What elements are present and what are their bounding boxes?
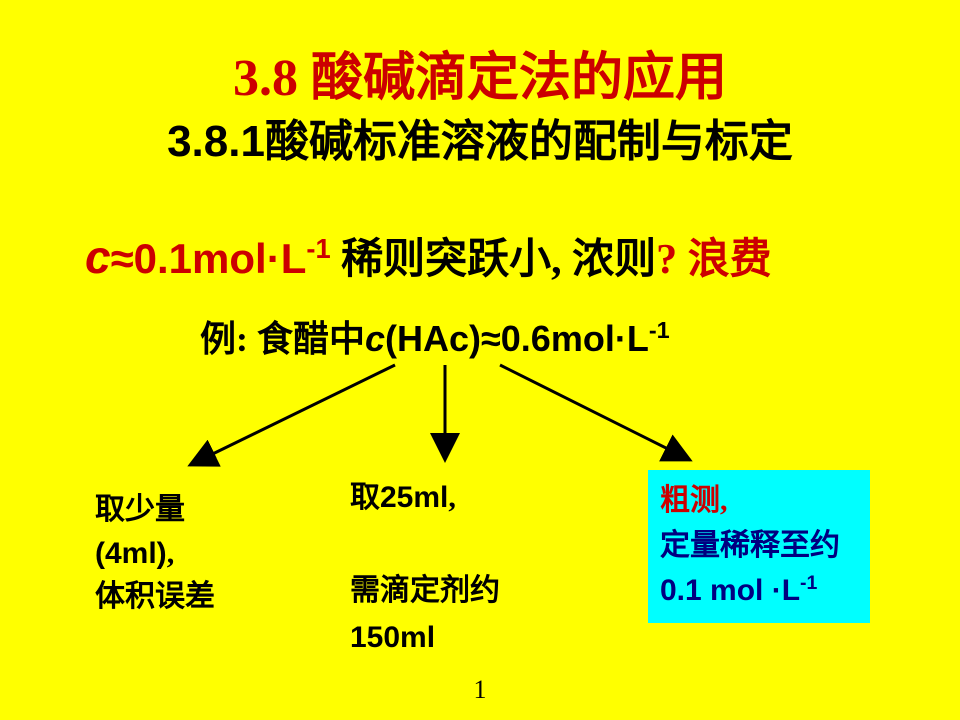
hac-formula: (HAc)≈0.6mol·L-1	[385, 318, 670, 359]
waste-text: 浪费	[677, 237, 772, 283]
c-symbol: c	[85, 231, 111, 283]
dilute-text: 稀则突跃小, 浓则	[341, 237, 656, 283]
target-conc: 0.1 mol ·L-1	[660, 574, 817, 607]
branch-arrows	[170, 360, 790, 480]
subtitle-text: 酸碱标准溶液的配制与标定	[265, 117, 793, 166]
subtitle: 3.8.1酸碱标准溶液的配制与标定	[0, 105, 960, 169]
option-3-highlight: 粗测, 定量稀释至约 0.1 mol ·L-1	[648, 470, 870, 623]
main-title: 3.8 酸碱滴定法的应用	[0, 35, 960, 110]
option-2: 取25ml, 需滴定剂约150ml	[350, 475, 600, 661]
dilute-quant: 定量稀释至约	[660, 529, 840, 562]
page-number: 1	[0, 675, 960, 705]
example-prefix: 例: 食醋中	[200, 319, 365, 359]
option-1: 取少量 (4ml), 体积误差	[95, 488, 270, 619]
approx-conc: ≈0.1mol·L-1	[111, 235, 331, 282]
rough-measure: 粗测,	[660, 484, 728, 517]
question-mark: ?	[656, 237, 677, 283]
example-line: 例: 食醋中c(HAc)≈0.6mol·L-1	[200, 310, 670, 362]
c-symbol-2: c	[365, 318, 385, 359]
subtitle-number: 3.8.1	[167, 117, 265, 166]
concentration-line: c≈0.1mol·L-1 稀则突跃小, 浓则? 浪费	[85, 225, 772, 286]
